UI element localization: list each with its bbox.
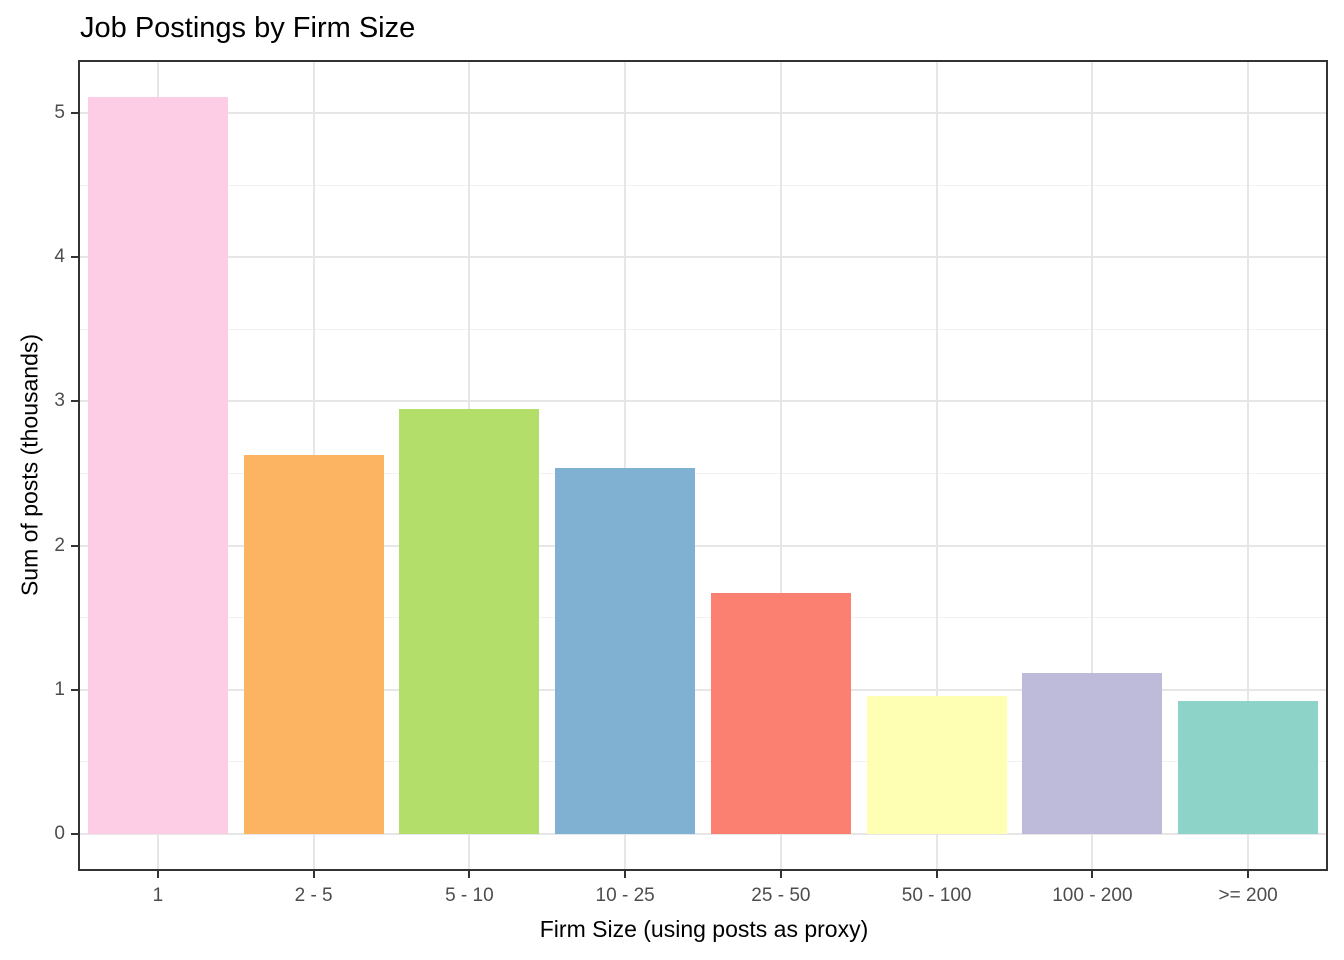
x-tick-label: 50 - 100 [901,885,972,906]
x-tick-label: 25 - 50 [751,885,811,906]
y-tick-label: 2 [54,534,65,556]
plot-panel [78,60,1328,871]
y-tick-label: 4 [54,246,65,268]
gridline-minor [80,617,1326,619]
x-tick-label: 100 - 200 [1052,885,1133,906]
x-tick-label: 10 - 25 [595,885,655,906]
bar-10-25 [555,467,696,834]
bar-5-10 [399,408,540,834]
gridline-vertical [779,62,782,869]
y-tick-label: 3 [54,390,65,412]
gridline-minor [80,184,1326,186]
x-tick-mark [156,871,159,878]
bar-2-5 [243,454,384,834]
gridline-major [80,544,1326,547]
gridline-vertical [935,62,938,869]
y-tick-mark [71,256,78,259]
x-tick-mark [1247,871,1250,878]
y-tick-mark [71,400,78,403]
y-tick-mark [71,112,78,114]
gridline-major [80,400,1326,403]
gridline-minor [80,761,1326,763]
gridline-major [80,112,1326,114]
gridline-major [80,688,1326,691]
bar-50-100 [866,695,1007,834]
y-tick-label: 1 [54,678,65,700]
x-tick-label: 2 - 5 [294,885,333,906]
x-axis-title: Firm Size (using posts as proxy) [539,916,869,942]
gridline-vertical [1091,62,1094,869]
gridline-vertical [1247,62,1250,869]
x-tick-mark [779,871,782,878]
x-tick-label: 1 [152,885,164,906]
bar-25-50 [710,593,851,834]
x-tick-label: >= 200 [1218,885,1278,906]
bar->=200 [1178,701,1319,834]
gridline-minor [80,328,1326,330]
x-tick-mark [312,871,315,878]
x-tick-mark [935,871,938,878]
gridline-major [80,256,1326,259]
y-tick-mark [71,544,78,547]
chart-title: Job Postings by Firm Size [80,12,416,44]
x-tick-mark [624,871,627,878]
gridline-vertical [624,62,627,869]
bar-100-200 [1022,672,1163,834]
y-tick-label: 5 [54,102,65,123]
y-tick-mark [71,833,78,835]
x-tick-mark [1091,871,1094,878]
bar-1 [87,97,228,834]
y-tick-label: 0 [54,823,65,844]
gridline-minor [80,473,1326,474]
gridline-major [80,833,1326,835]
y-tick-mark [71,688,78,691]
x-tick-mark [468,871,471,878]
y-axis-title: Sum of posts (thousands) [16,333,43,597]
x-tick-label: 5 - 10 [445,885,494,906]
